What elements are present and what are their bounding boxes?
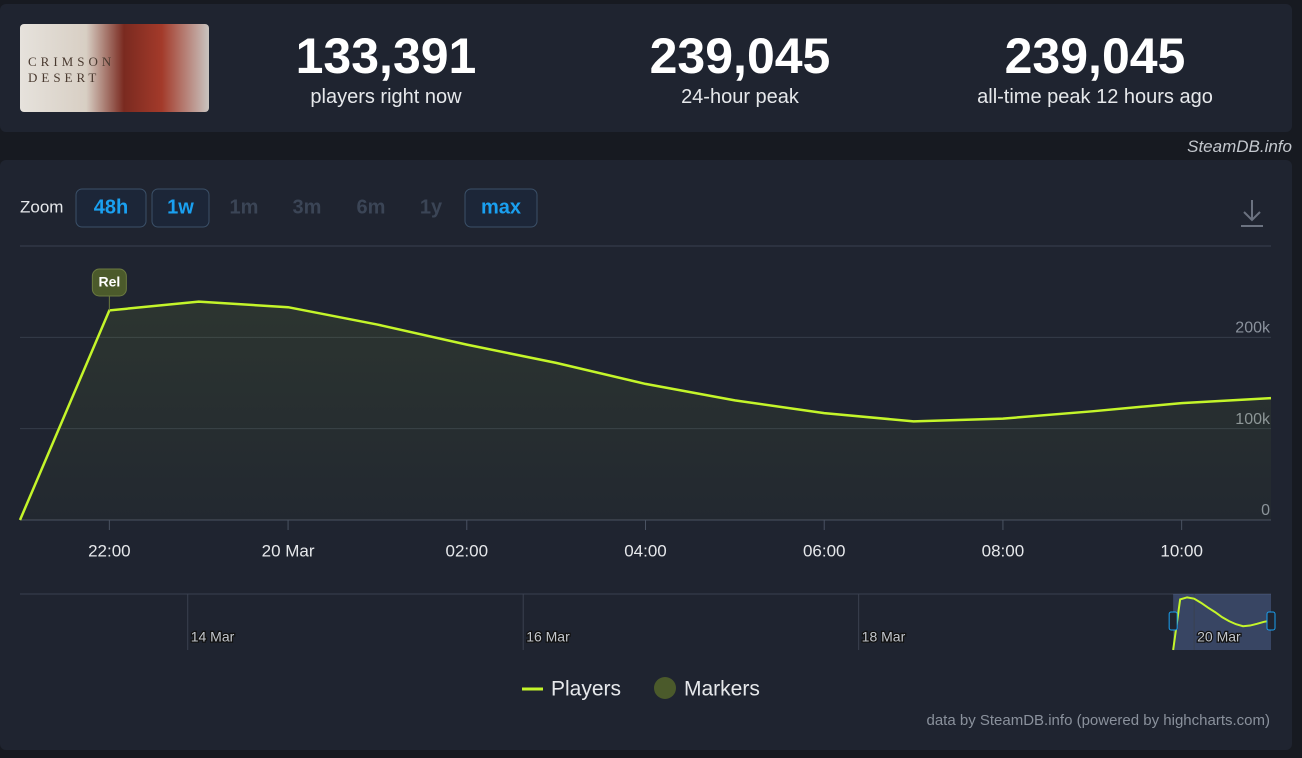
credit[interactable]: data by SteamDB.info (powered by highcha… <box>927 712 1271 729</box>
marker-label: Rel <box>98 274 120 290</box>
stat-value: 239,045 <box>1004 28 1186 84</box>
legend-label[interactable]: Players <box>551 678 621 701</box>
zoom-button-label[interactable]: 1y <box>420 196 443 218</box>
stat-label: players right now <box>310 86 462 108</box>
game-logo: CRIMSON DESERT <box>28 54 116 85</box>
zoom-button[interactable] <box>151 188 210 228</box>
stat: 239,045 all-time peak 12 hours ago <box>915 28 1275 109</box>
navigator-tick-label: 16 Mar <box>526 629 570 645</box>
zoom-button-label[interactable]: 3m <box>293 196 322 218</box>
x-tick-label: 04:00 <box>624 541 667 560</box>
navigator-selection <box>1173 594 1271 650</box>
navigator-tick-label: 20 Mar <box>1197 629 1241 645</box>
y-tick-label: 200k <box>1235 320 1271 337</box>
zoom-button-label[interactable]: 48h <box>94 196 128 218</box>
x-tick-label: 10:00 <box>1160 541 1203 560</box>
navigator-tick-label: 18 Mar <box>862 629 906 645</box>
watermark[interactable]: SteamDB.info <box>1187 137 1292 156</box>
series-line <box>18 300 1272 521</box>
x-tick-label: 22:00 <box>88 541 131 560</box>
x-tick-label: 08:00 <box>982 541 1025 560</box>
stat-value: 239,045 <box>649 28 831 84</box>
legend: Players Markers <box>522 677 760 701</box>
marker-flag <box>91 268 127 297</box>
stats-panel: CRIMSON DESERT 133,391 players right now … <box>0 4 1292 132</box>
x-tick-label: 02:00 <box>446 541 489 560</box>
x-tick-label: 06:00 <box>803 541 846 560</box>
zoom-button-label[interactable]: 1m <box>230 196 259 218</box>
stat-label: all-time peak 12 hours ago <box>977 86 1213 108</box>
series-area <box>20 301 1271 520</box>
navigator-handle[interactable] <box>1266 611 1276 631</box>
navigator-handle[interactable] <box>1168 611 1178 631</box>
zoom-button-label[interactable]: 1w <box>167 196 194 218</box>
zoom-button-label[interactable]: 6m <box>357 196 386 218</box>
game-image[interactable]: CRIMSON DESERT <box>20 24 209 112</box>
zoom-button[interactable] <box>75 188 147 228</box>
download-icon[interactable] <box>1241 200 1263 227</box>
zoom-button[interactable] <box>464 188 538 228</box>
stat: 239,045 24-hour peak <box>560 28 920 109</box>
stat-label: 24-hour peak <box>681 86 799 108</box>
stat: 133,391 players right now <box>206 28 566 109</box>
navigator-line <box>1172 596 1272 651</box>
navigator-tick-label: 14 Mar <box>191 629 235 645</box>
x-tick-label: 20 Mar <box>262 541 315 560</box>
zoom-button-label[interactable]: max <box>481 196 521 218</box>
zoom-label: Zoom <box>20 197 63 216</box>
legend-swatch <box>654 677 676 699</box>
legend-label[interactable]: Markers <box>684 678 760 701</box>
stat-value: 133,391 <box>295 28 477 84</box>
